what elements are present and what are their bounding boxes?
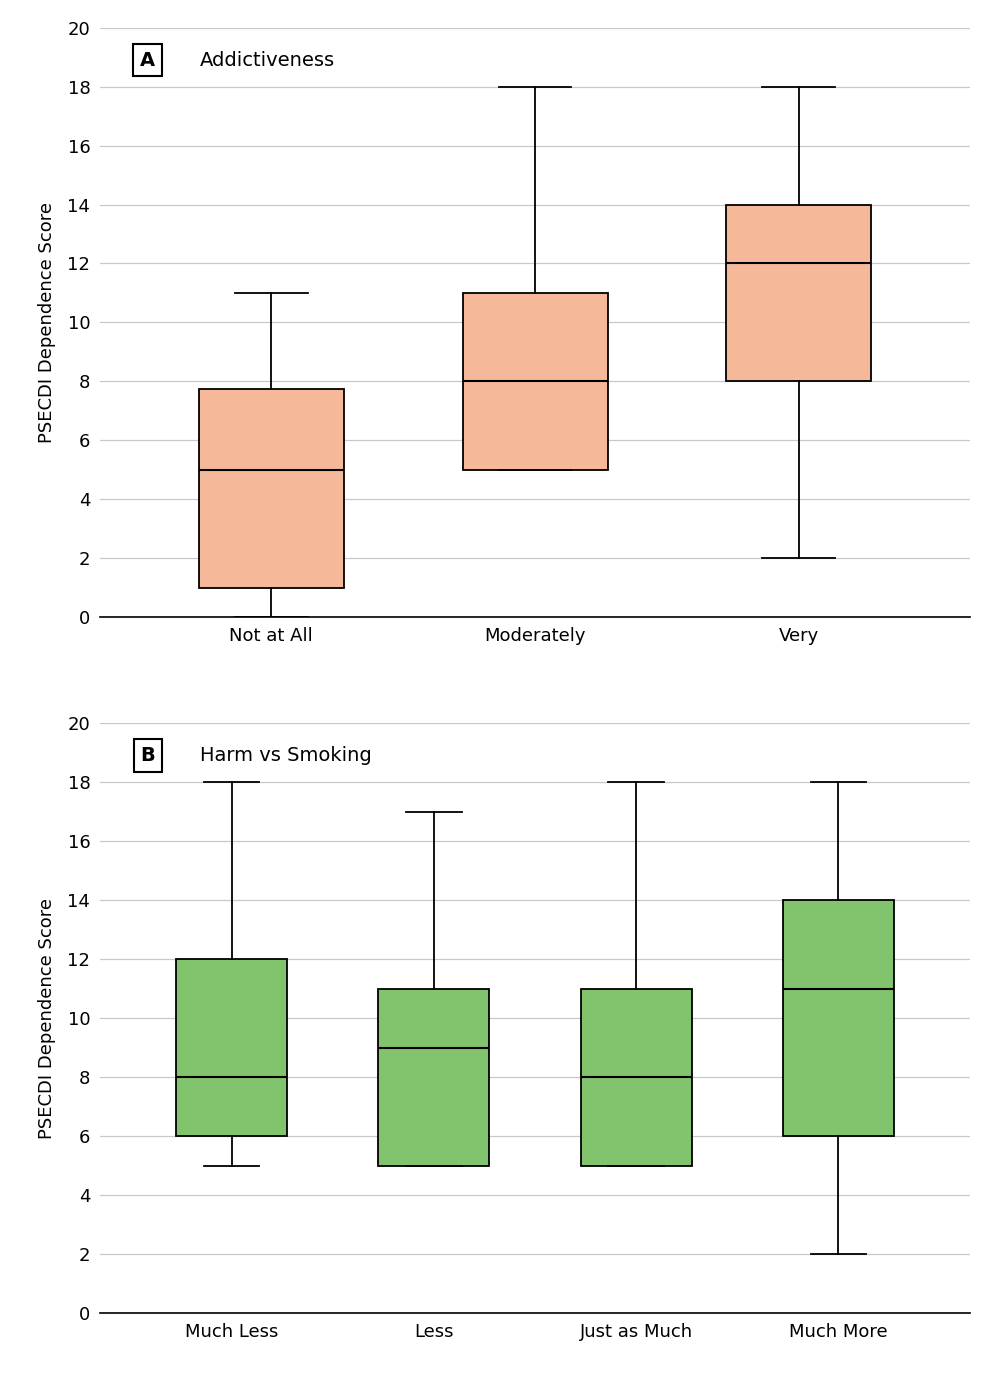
Text: Addictiveness: Addictiveness [200, 51, 335, 69]
PathPatch shape [581, 988, 692, 1165]
Y-axis label: PSECDI Dependence Score: PSECDI Dependence Score [38, 202, 56, 442]
PathPatch shape [199, 388, 344, 587]
Text: Harm vs Smoking: Harm vs Smoking [200, 746, 372, 766]
Y-axis label: PSECDI Dependence Score: PSECDI Dependence Score [38, 898, 56, 1139]
PathPatch shape [783, 900, 894, 1136]
PathPatch shape [462, 293, 608, 470]
Text: B: B [140, 746, 155, 766]
Text: A: A [140, 51, 155, 69]
PathPatch shape [176, 959, 287, 1136]
PathPatch shape [726, 205, 871, 381]
PathPatch shape [378, 988, 489, 1165]
